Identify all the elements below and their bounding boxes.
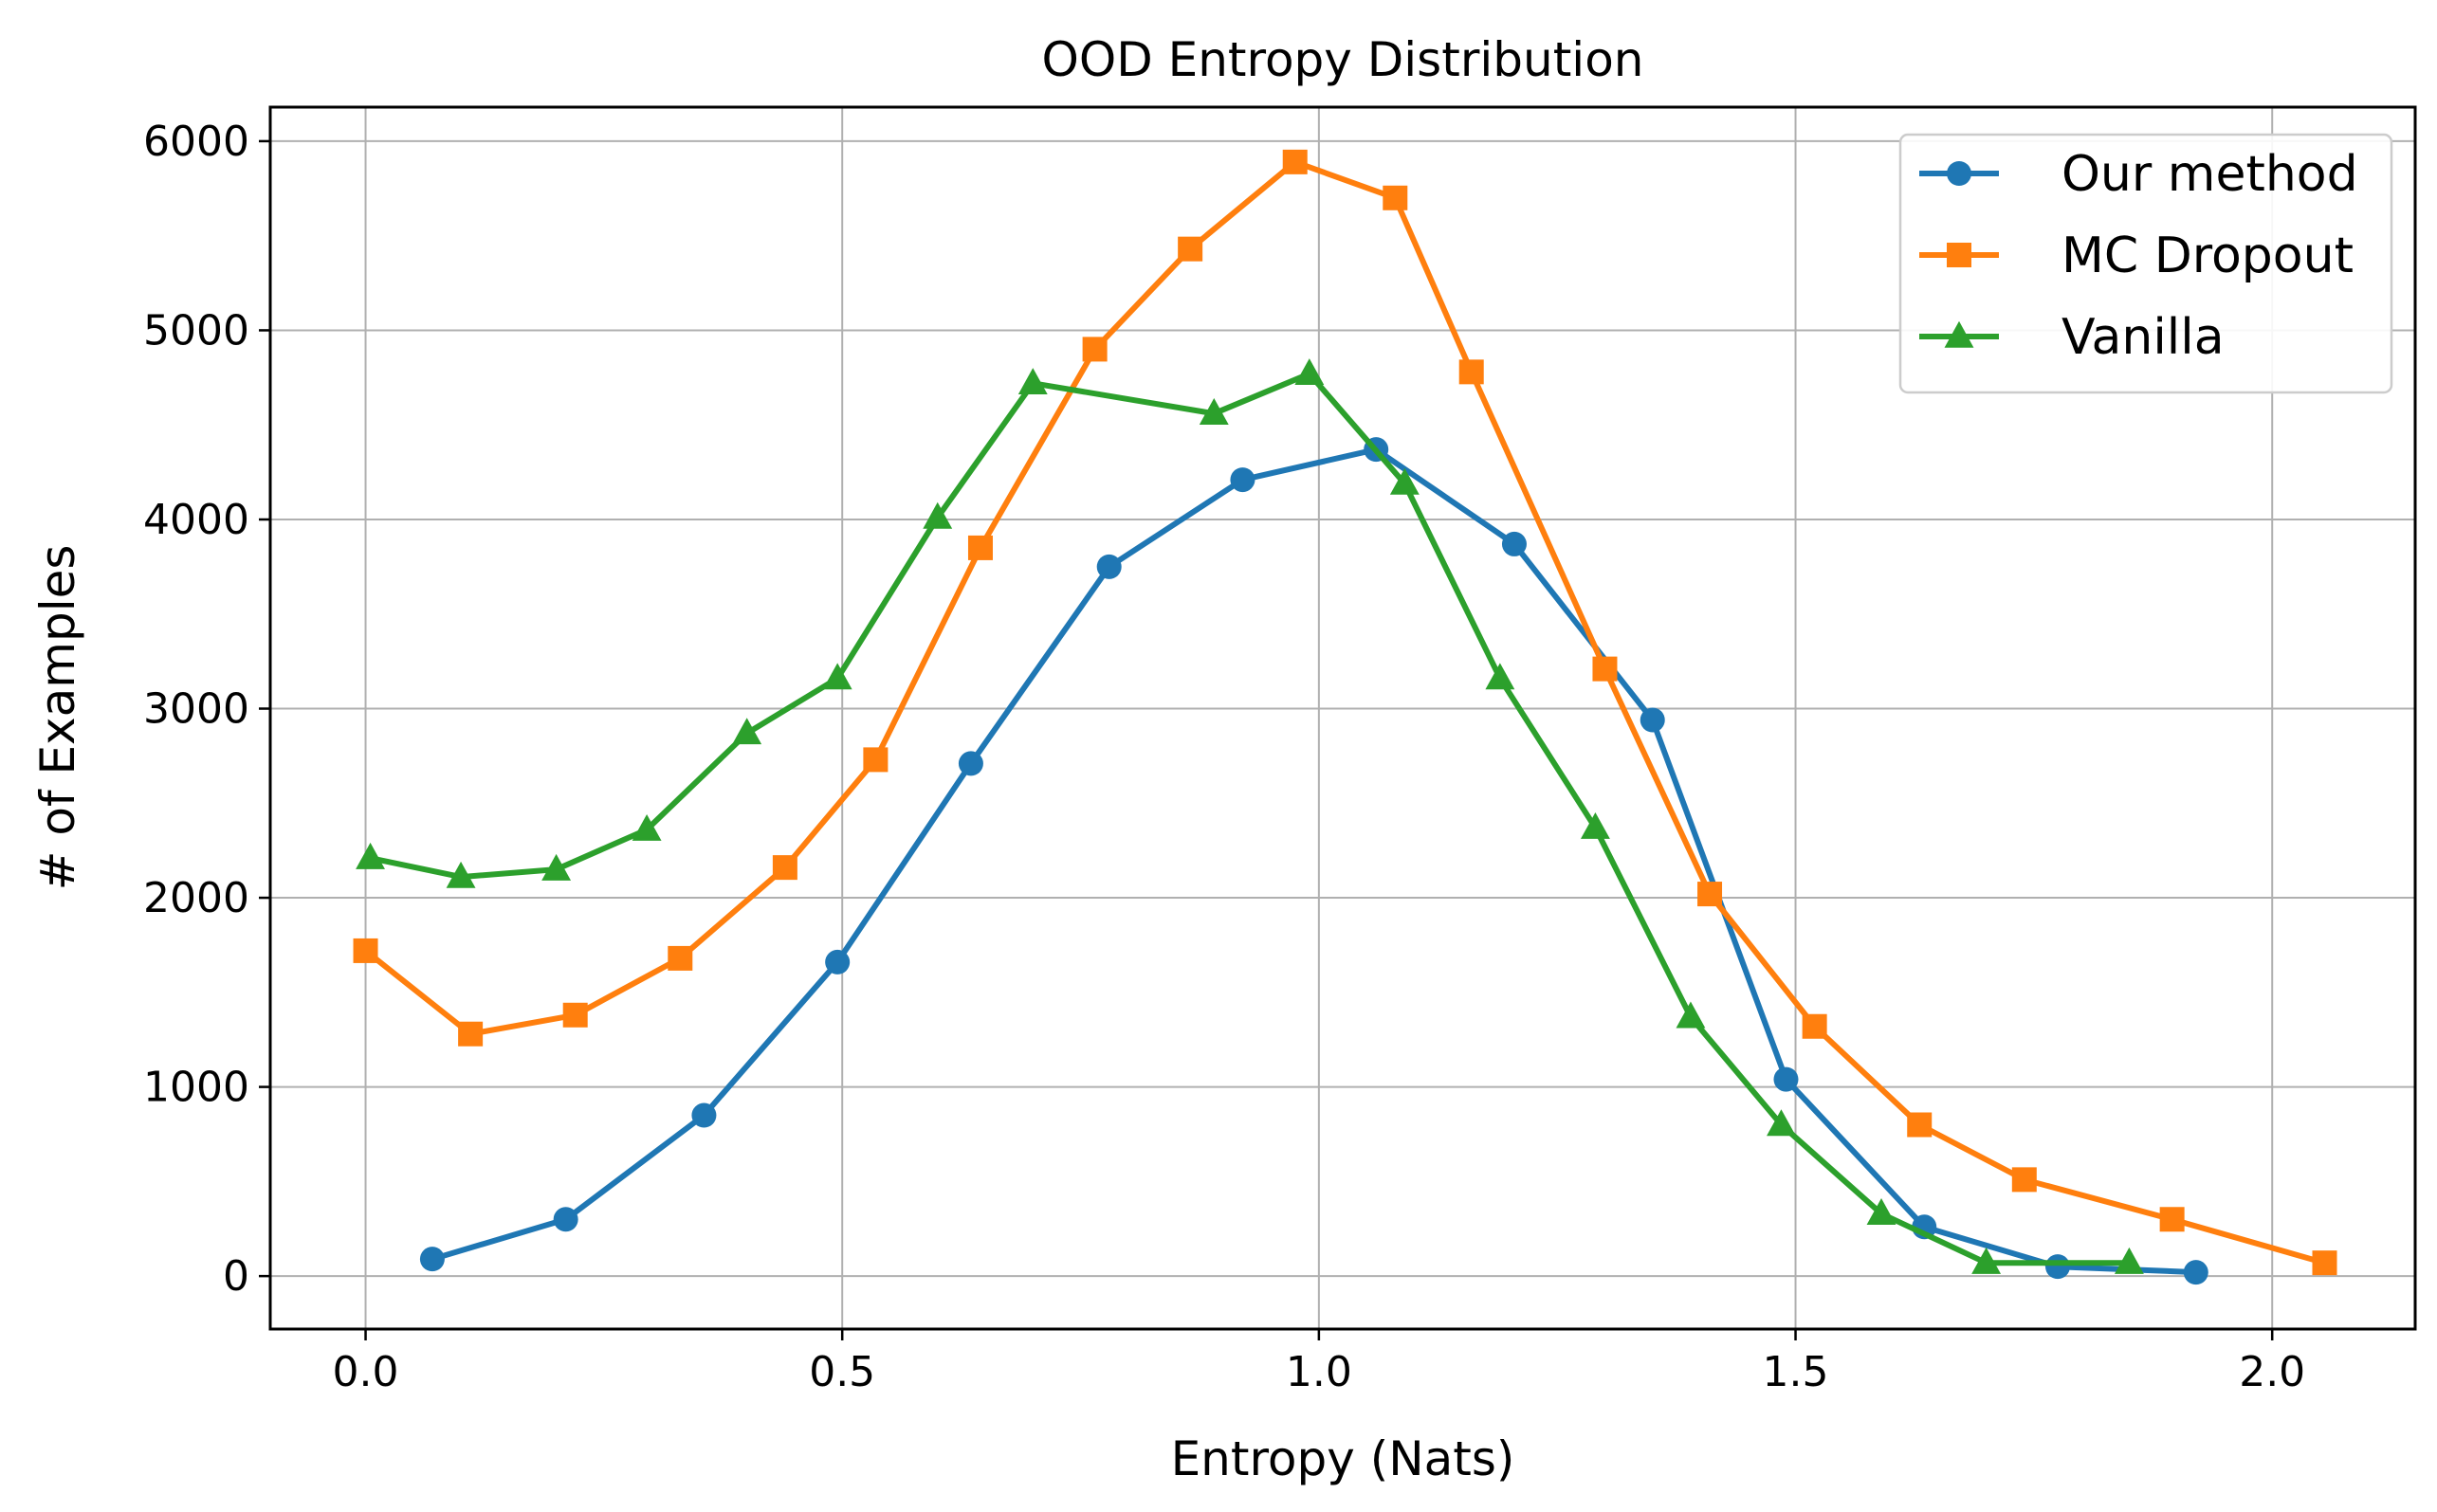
data-point-our-method xyxy=(825,949,851,975)
data-point-vanilla xyxy=(2114,1247,2144,1274)
data-point-vanilla xyxy=(732,718,762,745)
series-layer xyxy=(353,149,2337,1285)
data-point-vanilla xyxy=(1294,358,1325,386)
y-tick-label: 5000 xyxy=(143,306,249,355)
data-point-mc-dropout xyxy=(668,945,693,971)
legend: Our method MC Dropout Vanilla xyxy=(1898,133,2393,394)
data-point-our-method xyxy=(1501,531,1527,556)
chart-title: OOD Entropy Distribution xyxy=(1042,32,1644,87)
data-point-mc-dropout xyxy=(2312,1250,2337,1276)
legend-marker xyxy=(1947,161,1971,186)
data-point-vanilla xyxy=(541,853,572,881)
data-point-our-method xyxy=(2183,1260,2208,1285)
grid xyxy=(270,107,2415,1329)
data-point-vanilla xyxy=(1580,811,1610,839)
data-point-mc-dropout xyxy=(1282,149,1308,174)
series-line-our-method xyxy=(429,446,2199,1276)
series-mc-dropout xyxy=(353,149,2337,1276)
data-point-mc-dropout xyxy=(2011,1167,2037,1193)
data-point-our-method xyxy=(691,1102,717,1128)
data-point-our-method xyxy=(958,751,983,776)
y-tick-label: 4000 xyxy=(143,496,249,544)
ticks: 0.0 0.5 1.0 1.5 2.0 0 1000 2000 3000 4000 5000 6000 xyxy=(143,118,2305,1396)
data-point-our-method xyxy=(1773,1066,1799,1092)
legend-label: Vanilla xyxy=(2061,309,2225,366)
series-line-vanilla xyxy=(367,371,2133,1266)
data-point-vanilla xyxy=(1199,397,1229,425)
data-point-mc-dropout xyxy=(863,747,889,773)
x-tick-label: 0.0 xyxy=(333,1348,399,1396)
data-point-vanilla xyxy=(1485,663,1515,690)
data-point-our-method xyxy=(1096,554,1122,579)
y-tick-label: 0 xyxy=(223,1252,249,1301)
legend-entry-our-method: Our method xyxy=(1919,146,2358,203)
data-point-vanilla xyxy=(1676,1001,1706,1029)
data-point-vanilla xyxy=(1767,1109,1796,1137)
legend-marker xyxy=(1947,243,1971,267)
x-axis-label: Entropy (Nats) xyxy=(1171,1431,1515,1486)
legend-marker xyxy=(1944,320,1974,348)
series-our-method xyxy=(419,437,2208,1285)
y-axis-label: # of Examples xyxy=(30,545,85,891)
data-point-mc-dropout xyxy=(458,1021,484,1047)
data-point-vanilla xyxy=(446,861,476,888)
data-point-mc-dropout xyxy=(967,535,993,560)
data-point-vanilla xyxy=(923,501,953,529)
y-tick-label: 2000 xyxy=(143,874,249,922)
data-point-mc-dropout xyxy=(1178,236,1203,262)
data-point-mc-dropout xyxy=(772,855,797,881)
data-point-vanilla xyxy=(632,813,662,841)
data-point-mc-dropout xyxy=(1697,882,1723,907)
data-point-our-method xyxy=(553,1207,578,1232)
data-point-our-method xyxy=(419,1247,445,1272)
data-point-our-method xyxy=(2045,1254,2070,1280)
legend-label: Our method xyxy=(2061,146,2358,203)
data-point-mc-dropout xyxy=(562,1002,588,1028)
data-point-our-method xyxy=(1230,467,1255,493)
data-point-mc-dropout xyxy=(2159,1207,2185,1232)
data-point-vanilla xyxy=(1971,1247,2002,1274)
y-tick-label: 6000 xyxy=(143,118,249,166)
data-point-mc-dropout xyxy=(1802,1013,1827,1039)
data-point-our-method xyxy=(1640,707,1665,733)
legend-label: MC Dropout xyxy=(2061,228,2354,284)
x-tick-label: 2.0 xyxy=(2239,1348,2305,1396)
x-tick-label: 1.5 xyxy=(1763,1348,1829,1396)
data-point-vanilla xyxy=(1017,368,1048,395)
y-tick-label: 1000 xyxy=(143,1064,249,1112)
data-point-mc-dropout xyxy=(1907,1112,1933,1138)
data-point-vanilla xyxy=(1866,1198,1896,1225)
data-point-vanilla xyxy=(1389,467,1420,495)
data-point-mc-dropout xyxy=(1458,359,1484,385)
legend-entry-vanilla: Vanilla xyxy=(1919,309,2225,366)
legend-box xyxy=(1898,133,2393,394)
data-point-mc-dropout xyxy=(1592,656,1618,682)
data-point-vanilla xyxy=(356,842,385,869)
data-point-mc-dropout xyxy=(353,938,378,963)
data-point-mc-dropout xyxy=(1383,185,1408,210)
data-point-mc-dropout xyxy=(1082,337,1108,362)
plot-frame xyxy=(268,105,2417,1331)
legend-entry-mc-dropout: MC Dropout xyxy=(1919,228,2354,284)
y-tick-label: 3000 xyxy=(143,685,249,734)
series-vanilla xyxy=(356,358,2144,1274)
x-tick-label: 0.5 xyxy=(809,1348,875,1396)
x-tick-label: 1.0 xyxy=(1286,1348,1352,1396)
data-point-vanilla xyxy=(822,663,852,690)
